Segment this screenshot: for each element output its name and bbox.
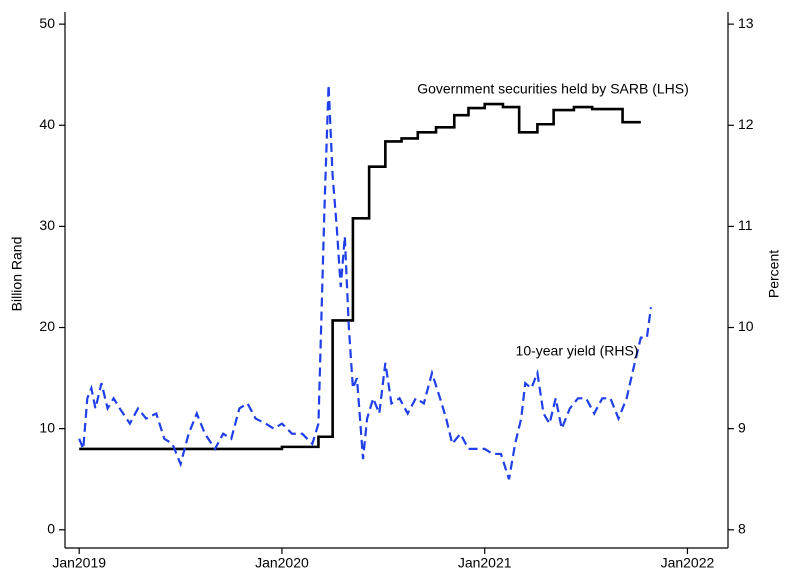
x-tick-label: Jan2020	[255, 555, 309, 571]
y-tick-label: 20	[39, 318, 55, 334]
y2-tick-label: 9	[738, 419, 746, 435]
y2-axis-label: Percent	[766, 250, 782, 298]
x-tick-label: Jan2022	[661, 555, 715, 571]
y-axis-label: Billion Rand	[9, 237, 25, 312]
y-tick-label: 30	[39, 217, 55, 233]
y-tick-label: 50	[39, 15, 55, 31]
y2-tick-label: 13	[738, 15, 754, 31]
y2-tick-label: 8	[738, 520, 746, 536]
y-tick-label: 10	[39, 419, 55, 435]
x-tick-label: Jan2019	[52, 555, 106, 571]
y2-tick-label: 11	[738, 217, 753, 233]
x-tick-label: Jan2021	[458, 555, 512, 571]
data-line	[78, 84, 653, 480]
y-tick-label: 40	[39, 116, 55, 132]
y2-tick-label: 10	[738, 318, 754, 334]
series-label: Government securities held by SARB (LHS)	[417, 81, 689, 97]
y-tick-label: 0	[47, 520, 55, 536]
data-line	[79, 102, 641, 451]
y2-tick-label: 12	[738, 116, 754, 132]
series-label: 10-year yield (RHS)	[516, 343, 639, 359]
